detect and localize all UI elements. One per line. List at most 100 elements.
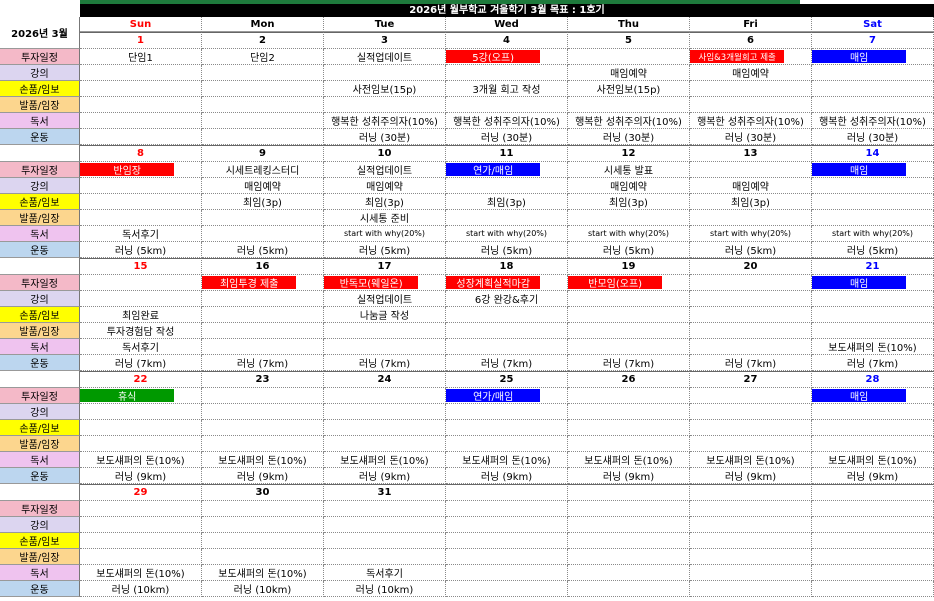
date-cell: 9	[202, 145, 324, 162]
calendar-cell	[568, 49, 690, 65]
calendar-cell: 반독모(웨일온)	[324, 275, 446, 291]
calendar-cell	[202, 501, 324, 517]
calendar-cell: 러닝 (30분)	[568, 129, 690, 145]
calendar-cell	[324, 533, 446, 549]
calendar-cell	[690, 388, 812, 404]
calendar-cell: 러닝 (7km)	[690, 355, 812, 371]
calendar-cell	[202, 226, 324, 242]
date-cell	[568, 484, 690, 501]
calendar-cell	[812, 291, 934, 307]
calendar-cell: 러닝 (5km)	[202, 242, 324, 258]
calendar-cell: 사전임보(15p)	[324, 81, 446, 97]
calendar-cell	[690, 501, 812, 517]
calendar-cell: start with why(20%)	[446, 226, 568, 242]
date-row-label	[0, 145, 80, 162]
highlight-event: 매임	[812, 50, 907, 63]
highlight-event: 매임	[812, 276, 907, 289]
calendar-cell: 보도섀퍼의 돈(10%)	[324, 452, 446, 468]
row-label: 투자일정	[0, 275, 80, 291]
calendar-cell: 매임예약	[324, 178, 446, 194]
calendar-cell	[80, 210, 202, 226]
calendar-cell	[690, 549, 812, 565]
date-cell: 16	[202, 258, 324, 275]
calendar-cell	[812, 307, 934, 323]
calendar-cell: 매임예약	[568, 178, 690, 194]
calendar-cell	[812, 178, 934, 194]
calendar-cell	[202, 307, 324, 323]
calendar-cell: 나눔글 작성	[324, 307, 446, 323]
calendar-cell	[80, 549, 202, 565]
calendar-cell: 투자경험담 작성	[80, 323, 202, 339]
date-cell: 30	[202, 484, 324, 501]
calendar-cell: 행복한 성취주의자(10%)	[812, 113, 934, 129]
row-label: 독서	[0, 226, 80, 242]
row-label: 강의	[0, 404, 80, 420]
date-cell: 29	[80, 484, 202, 501]
calendar-cell	[812, 420, 934, 436]
calendar-cell	[202, 549, 324, 565]
calendar-cell	[202, 339, 324, 355]
calendar-cell: 러닝 (5km)	[324, 242, 446, 258]
calendar-cell	[568, 565, 690, 581]
date-cell	[690, 484, 812, 501]
calendar-cell: 실적업데이트	[324, 49, 446, 65]
calendar-cell	[324, 65, 446, 81]
row-label: 투자일정	[0, 162, 80, 178]
calendar-cell: 보도섀퍼의 돈(10%)	[812, 452, 934, 468]
row-label: 발품/임장	[0, 436, 80, 452]
calendar-cell	[812, 501, 934, 517]
calendar-cell: 러닝 (30분)	[812, 129, 934, 145]
row-label: 손품/임보	[0, 420, 80, 436]
calendar-cell: 러닝 (7km)	[568, 355, 690, 371]
row-label: 발품/임장	[0, 97, 80, 113]
date-cell: 28	[812, 371, 934, 388]
row-label: 강의	[0, 178, 80, 194]
day-header: Sun	[80, 17, 202, 32]
calendar-cell	[568, 581, 690, 597]
calendar-cell	[446, 517, 568, 533]
row-label: 손품/임보	[0, 194, 80, 210]
row-label: 운동	[0, 581, 80, 597]
calendar-cell: 러닝 (5km)	[80, 242, 202, 258]
highlight-event: 최임투경 제출	[202, 276, 297, 289]
calendar-cell	[324, 97, 446, 113]
calendar-cell: 러닝 (7km)	[202, 355, 324, 371]
calendar-cell	[812, 581, 934, 597]
calendar-cell	[568, 517, 690, 533]
calendar-cell	[812, 210, 934, 226]
row-label: 투자일정	[0, 388, 80, 404]
calendar-cell: start with why(20%)	[568, 226, 690, 242]
calendar-cell	[202, 97, 324, 113]
date-cell: 25	[446, 371, 568, 388]
date-cell: 5	[568, 32, 690, 49]
calendar-cell: start with why(20%)	[324, 226, 446, 242]
calendar-cell	[690, 339, 812, 355]
calendar-cell	[690, 436, 812, 452]
calendar-cell	[690, 533, 812, 549]
row-label: 손품/임보	[0, 307, 80, 323]
calendar-cell: 러닝 (9km)	[568, 468, 690, 484]
calendar-cell	[80, 275, 202, 291]
row-label: 독서	[0, 565, 80, 581]
calendar-cell: 러닝 (7km)	[812, 355, 934, 371]
calendar-cell	[690, 565, 812, 581]
row-label: 강의	[0, 65, 80, 81]
row-label: 운동	[0, 242, 80, 258]
row-label: 발품/임장	[0, 210, 80, 226]
calendar-cell: 성장계획실적마감	[446, 275, 568, 291]
calendar-cell: 러닝 (5km)	[568, 242, 690, 258]
calendar-cell: 러닝 (9km)	[202, 468, 324, 484]
date-cell: 26	[568, 371, 690, 388]
row-label: 투자일정	[0, 501, 80, 517]
calendar-cell: 단임1	[80, 49, 202, 65]
calendar-cell: 매임	[812, 162, 934, 178]
calendar-cell	[568, 420, 690, 436]
calendar-cell: 최임(3p)	[202, 194, 324, 210]
calendar-cell	[80, 97, 202, 113]
month-label: 2026년 3월	[0, 17, 80, 49]
calendar-cell	[568, 307, 690, 323]
date-cell: 15	[80, 258, 202, 275]
calendar-cell	[812, 81, 934, 97]
calendar-cell: 보도섀퍼의 돈(10%)	[568, 452, 690, 468]
date-cell	[446, 484, 568, 501]
